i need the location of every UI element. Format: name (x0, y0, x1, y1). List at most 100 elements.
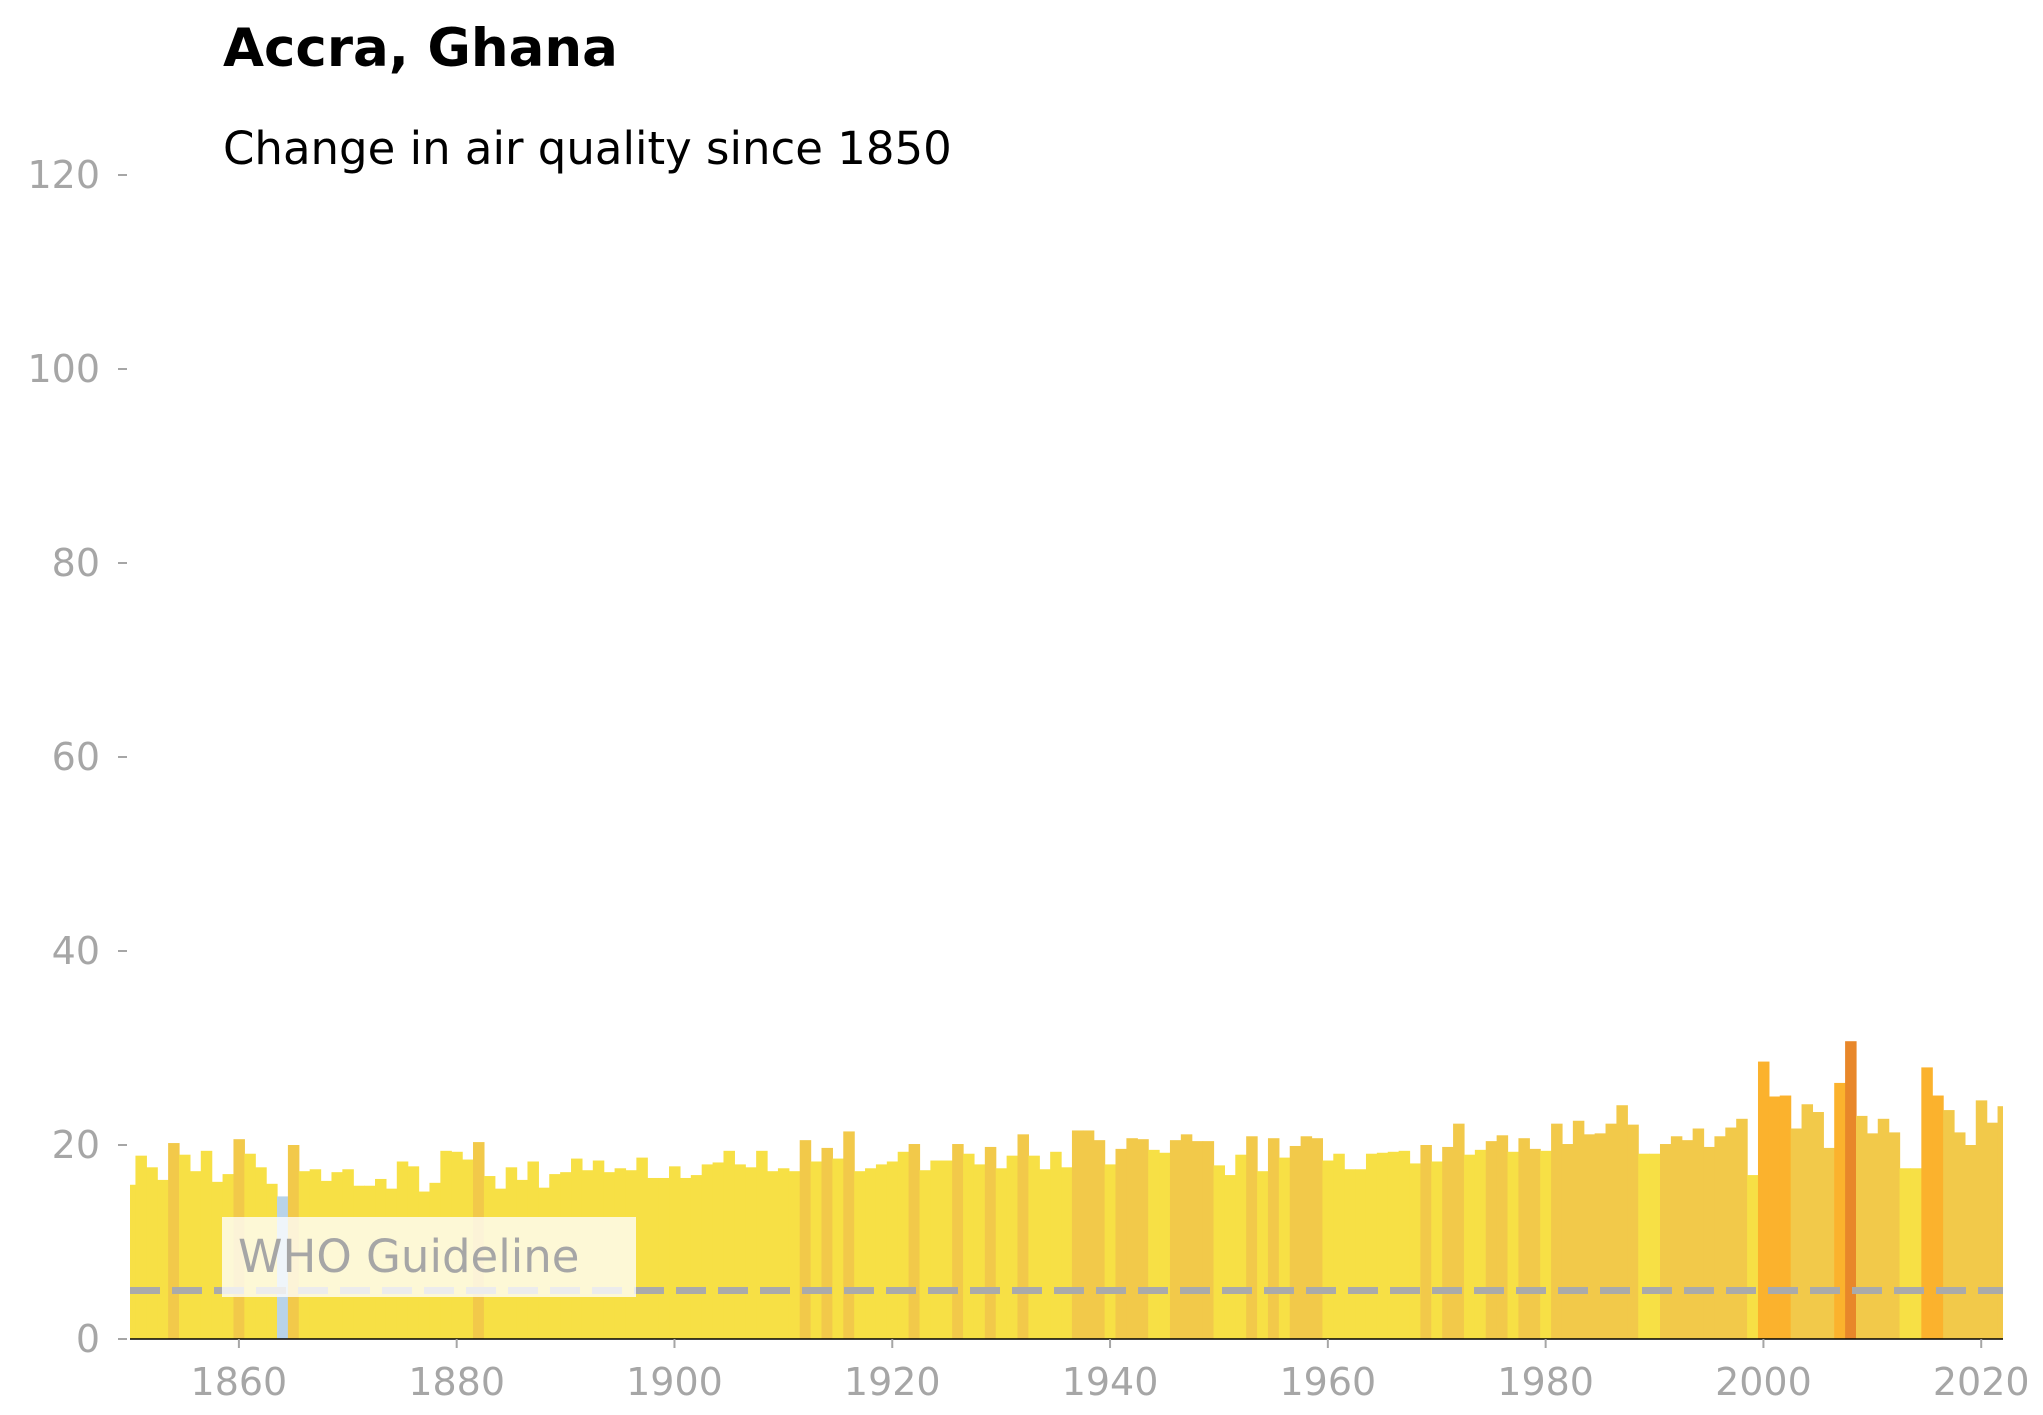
bar-2014 (1910, 1168, 1922, 1339)
bar-1911 (788, 1171, 801, 1339)
bar-1925 (941, 1160, 953, 1339)
bar-1981 (1551, 1123, 1563, 1339)
bar-1946 (1169, 1140, 1182, 1339)
bar-1973 (1463, 1154, 1476, 1339)
bar-1964 (1365, 1153, 1378, 1339)
bar-1898 (647, 1177, 659, 1339)
bar-1927 (963, 1153, 975, 1339)
bar-1931 (1006, 1155, 1019, 1339)
bar-1955 (1267, 1138, 1280, 1339)
bar-2011 (1877, 1118, 1890, 1339)
bar-1986 (1605, 1123, 1618, 1339)
bar-1929 (984, 1146, 997, 1339)
bar-1954 (1257, 1171, 1269, 1339)
bar-1950 (1213, 1165, 1225, 1339)
bar-1908 (756, 1150, 768, 1339)
bar-1856 (189, 1171, 202, 1339)
x-tick-label: 2020 (1933, 1360, 2030, 1404)
bar-2004 (1801, 1104, 1814, 1339)
bar-1907 (745, 1167, 757, 1339)
bar-1995 (1703, 1146, 1716, 1339)
x-tick-label: 1980 (1497, 1360, 1594, 1404)
bar-2019 (1964, 1145, 1977, 1339)
bar-1945 (1159, 1152, 1171, 1339)
bar-1962 (1344, 1169, 1356, 1339)
bar-1963 (1355, 1169, 1367, 1339)
bar-1993 (1681, 1140, 1694, 1339)
bar-1915 (832, 1158, 844, 1339)
bar-1948 (1191, 1141, 1204, 1339)
y-tick-label: 120 (27, 153, 100, 197)
bar-2015 (1921, 1067, 1933, 1339)
bar-1999 (1747, 1175, 1759, 1339)
bar-1975 (1485, 1141, 1498, 1339)
bar-2017 (1943, 1110, 1955, 1339)
bar-1984 (1583, 1134, 1596, 1339)
bar-1968 (1409, 1163, 1422, 1339)
x-tick-label: 1940 (1062, 1360, 1159, 1404)
bar-2016 (1932, 1095, 1944, 1339)
bar-1918 (865, 1168, 877, 1339)
bar-1988 (1627, 1124, 1639, 1339)
bar-1919 (875, 1164, 888, 1339)
bar-2012 (1888, 1132, 1901, 1339)
bar-1940 (1104, 1164, 1117, 1339)
bar-2002 (1779, 1095, 1792, 1339)
bar-1904 (712, 1162, 725, 1339)
bar-1972 (1453, 1123, 1465, 1339)
y-tick-label: 80 (52, 541, 100, 585)
bar-1930 (995, 1168, 1008, 1339)
bar-2003 (1790, 1128, 1803, 1339)
x-tick-label: 1920 (844, 1360, 941, 1404)
bar-1917 (854, 1171, 866, 1339)
bar-2009 (1855, 1115, 1868, 1339)
bar-1989 (1638, 1153, 1650, 1339)
bar-2020 (1975, 1100, 1988, 1339)
bar-1944 (1148, 1149, 1160, 1339)
bar-1947 (1180, 1134, 1193, 1339)
bar-1957 (1289, 1145, 1302, 1339)
bar-1956 (1278, 1157, 1291, 1339)
bar-1987 (1616, 1105, 1628, 1339)
bar-1926 (952, 1144, 964, 1339)
bar-1949 (1202, 1141, 1215, 1339)
bar-1852 (146, 1167, 158, 1339)
bar-1935 (1050, 1151, 1062, 1339)
bar-1909 (767, 1171, 779, 1339)
bar-2022 (1997, 1106, 2003, 1339)
bar-1920 (886, 1161, 899, 1339)
bar-1928 (973, 1164, 986, 1339)
bar-2013 (1899, 1168, 1912, 1339)
bar-1857 (200, 1150, 213, 1339)
x-tick-label: 2000 (1715, 1360, 1812, 1404)
bar-1934 (1039, 1169, 1051, 1339)
bar-1971 (1442, 1146, 1454, 1339)
bar-1851 (135, 1155, 147, 1339)
bar-1937 (1071, 1130, 1084, 1339)
bar-1905 (723, 1150, 735, 1339)
bar-1958 (1300, 1136, 1313, 1339)
bar-1978 (1518, 1138, 1530, 1339)
x-tick-label: 1860 (191, 1360, 288, 1404)
x-tick-label: 1960 (1279, 1360, 1376, 1404)
bar-1985 (1594, 1133, 1607, 1339)
bar-1996 (1714, 1136, 1726, 1339)
bar-1855 (179, 1154, 191, 1339)
bar-1924 (930, 1160, 942, 1339)
bar-1913 (810, 1161, 823, 1339)
bar-1980 (1540, 1150, 1552, 1339)
who-guideline-label: WHO Guideline (238, 1230, 579, 1283)
bar-1933 (1028, 1155, 1040, 1339)
y-tick-label: 60 (52, 735, 100, 779)
bar-1942 (1126, 1138, 1138, 1339)
who-guideline-label-background (222, 1217, 636, 1297)
chart-subtitle: Change in air quality since 1850 (223, 122, 952, 175)
bar-1912 (799, 1140, 812, 1339)
bar-1953 (1246, 1136, 1258, 1339)
bar-1976 (1496, 1135, 1509, 1339)
bar-1983 (1572, 1120, 1585, 1339)
bar-1921 (897, 1151, 910, 1339)
y-tick-label: 0 (76, 1317, 100, 1361)
bar-1932 (1017, 1134, 1029, 1339)
